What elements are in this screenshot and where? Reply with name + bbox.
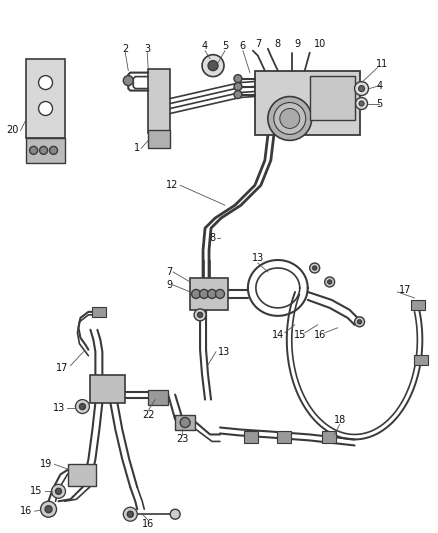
Circle shape: [45, 506, 52, 513]
Text: 20: 20: [6, 125, 19, 135]
Text: 4: 4: [202, 41, 208, 51]
Circle shape: [234, 91, 242, 99]
Text: 4: 4: [376, 80, 382, 91]
Text: 12: 12: [166, 180, 178, 190]
Text: 13: 13: [252, 253, 264, 263]
Text: 16: 16: [142, 519, 154, 529]
Circle shape: [274, 102, 306, 134]
Circle shape: [268, 96, 312, 140]
Text: 15: 15: [30, 486, 42, 496]
Text: 7: 7: [166, 267, 172, 277]
Circle shape: [170, 509, 180, 519]
Text: 8: 8: [275, 39, 281, 49]
Text: 6: 6: [240, 41, 246, 51]
Bar: [148, 131, 170, 148]
Circle shape: [359, 86, 364, 92]
Circle shape: [56, 488, 61, 494]
Circle shape: [41, 501, 57, 517]
Circle shape: [310, 263, 320, 273]
Circle shape: [39, 101, 53, 116]
Circle shape: [359, 101, 364, 106]
Text: 9: 9: [295, 39, 301, 49]
Text: 22: 22: [142, 409, 155, 419]
Text: 11: 11: [376, 59, 389, 69]
Text: 5: 5: [376, 99, 382, 109]
Circle shape: [30, 147, 38, 155]
Text: 2: 2: [122, 44, 128, 54]
Bar: [25, 59, 66, 139]
Bar: [244, 432, 258, 443]
Circle shape: [355, 82, 368, 95]
Text: 17: 17: [56, 362, 68, 373]
Circle shape: [357, 320, 361, 324]
Circle shape: [39, 147, 48, 155]
Circle shape: [313, 266, 317, 270]
Bar: [68, 464, 96, 486]
Bar: [310, 76, 355, 120]
Circle shape: [356, 98, 367, 109]
Circle shape: [325, 277, 335, 287]
Circle shape: [191, 289, 201, 298]
Text: 23: 23: [176, 434, 188, 445]
Bar: [277, 432, 291, 443]
Text: 16: 16: [314, 330, 326, 340]
Circle shape: [202, 55, 224, 77]
Circle shape: [328, 280, 332, 284]
Bar: [321, 432, 336, 443]
Text: 13: 13: [218, 347, 230, 357]
Circle shape: [208, 289, 216, 298]
Circle shape: [49, 147, 57, 155]
Text: 14: 14: [272, 330, 284, 340]
Bar: [148, 69, 170, 133]
Circle shape: [127, 511, 133, 517]
Circle shape: [52, 484, 66, 498]
Text: 7: 7: [255, 39, 261, 49]
Circle shape: [280, 109, 300, 128]
Circle shape: [234, 83, 242, 91]
Circle shape: [355, 317, 364, 327]
Circle shape: [39, 76, 53, 90]
Text: 13: 13: [53, 402, 66, 413]
Circle shape: [208, 61, 218, 71]
Bar: [414, 355, 428, 365]
Bar: [411, 300, 425, 310]
Circle shape: [75, 400, 89, 414]
Bar: [25, 139, 66, 163]
Bar: [148, 390, 168, 405]
Text: 10: 10: [314, 39, 326, 49]
Text: 1: 1: [134, 143, 140, 154]
Text: 18: 18: [333, 415, 346, 424]
Circle shape: [198, 312, 202, 317]
Circle shape: [215, 289, 225, 298]
Circle shape: [180, 417, 190, 427]
Circle shape: [124, 76, 133, 86]
Text: 17: 17: [399, 285, 412, 295]
Text: 15: 15: [293, 330, 306, 340]
Circle shape: [200, 289, 208, 298]
Text: 19: 19: [40, 459, 53, 470]
Text: 3: 3: [144, 44, 150, 54]
Bar: [92, 307, 106, 317]
Text: 16: 16: [20, 506, 32, 516]
Bar: [90, 375, 125, 402]
Bar: [255, 71, 360, 135]
Text: 8: 8: [209, 233, 215, 243]
Bar: [175, 415, 195, 431]
Text: 5: 5: [222, 41, 228, 51]
Bar: [190, 278, 228, 310]
Circle shape: [79, 403, 85, 409]
Circle shape: [234, 75, 242, 83]
Circle shape: [124, 507, 137, 521]
Text: 9: 9: [166, 280, 172, 290]
Circle shape: [194, 309, 206, 321]
